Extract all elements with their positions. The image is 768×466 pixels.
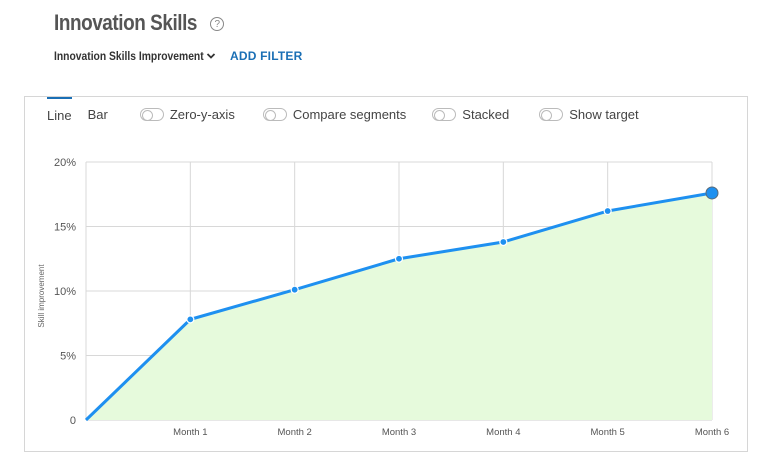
toggle-stacked[interactable]: Stacked (432, 107, 509, 122)
data-points (186, 186, 719, 324)
chart-panel: Line Bar Zero-y-axis Compare segments St… (24, 96, 748, 452)
filter-row: Innovation Skills Improvement ADD FILTER (54, 49, 302, 63)
y-tick-label: 20% (54, 157, 76, 169)
metric-selector[interactable]: Innovation Skills Improvement (54, 49, 204, 63)
data-point[interactable] (186, 315, 195, 324)
y-tick-label: 0 (70, 415, 76, 427)
y-tick-label: 10% (54, 286, 76, 298)
toggle-zero-y-axis[interactable]: Zero-y-axis (139, 106, 235, 122)
y-axis-title: Skill improvement (37, 264, 46, 328)
data-point[interactable] (290, 285, 299, 294)
toggle-switch[interactable] (262, 107, 287, 121)
y-tick-label: 5% (60, 351, 76, 363)
x-tick-label: Month 5 (591, 427, 625, 438)
line-chart: 05%10%15%20% Month 1 Month 2 Month 3 Month … (37, 157, 729, 438)
data-point[interactable] (705, 186, 719, 200)
toggle-label: Compare segments (292, 106, 407, 122)
toggle-show-target[interactable]: Show target (539, 106, 639, 122)
x-tick-label: Month 6 (695, 427, 729, 438)
data-point[interactable] (603, 206, 612, 216)
x-tick-label: Month 3 (382, 427, 416, 438)
question-circle-icon[interactable]: ? (210, 17, 225, 31)
x-tick-label: Month 1 (173, 427, 207, 438)
toggle-switch[interactable] (139, 107, 164, 121)
tab-bar[interactable]: Bar (87, 106, 108, 122)
toggle-label: Zero-y-axis (169, 106, 235, 122)
toggle-switch[interactable] (539, 107, 564, 121)
chevron-down-icon[interactable] (206, 51, 216, 61)
data-point[interactable] (394, 254, 404, 263)
chart-toolbar: Line Bar Zero-y-axis Compare segments St… (25, 97, 747, 131)
tab-line[interactable]: Line (47, 97, 72, 131)
y-axis-ticks: 0 5% 10% 15% 20% (54, 157, 76, 427)
area-fill (86, 192, 712, 420)
title-row: Innovation Skills ? (54, 10, 225, 36)
y-tick-label: 15% (54, 222, 76, 234)
page-title: Innovation Skills (54, 10, 198, 35)
x-tick-label: Month 4 (486, 427, 520, 438)
x-tick-label: Month 2 (278, 427, 312, 438)
toggle-compare-segments[interactable]: Compare segments (262, 106, 407, 122)
toggle-switch[interactable] (432, 107, 457, 121)
add-filter-button[interactable]: ADD FILTER (230, 49, 303, 63)
data-point[interactable] (499, 237, 508, 247)
toggle-label: Show target (569, 106, 639, 122)
toggle-label: Stacked (462, 106, 510, 122)
x-axis-ticks: Month 1 Month 2 Month 3 Month 4 Month 5 Month… (173, 427, 729, 438)
